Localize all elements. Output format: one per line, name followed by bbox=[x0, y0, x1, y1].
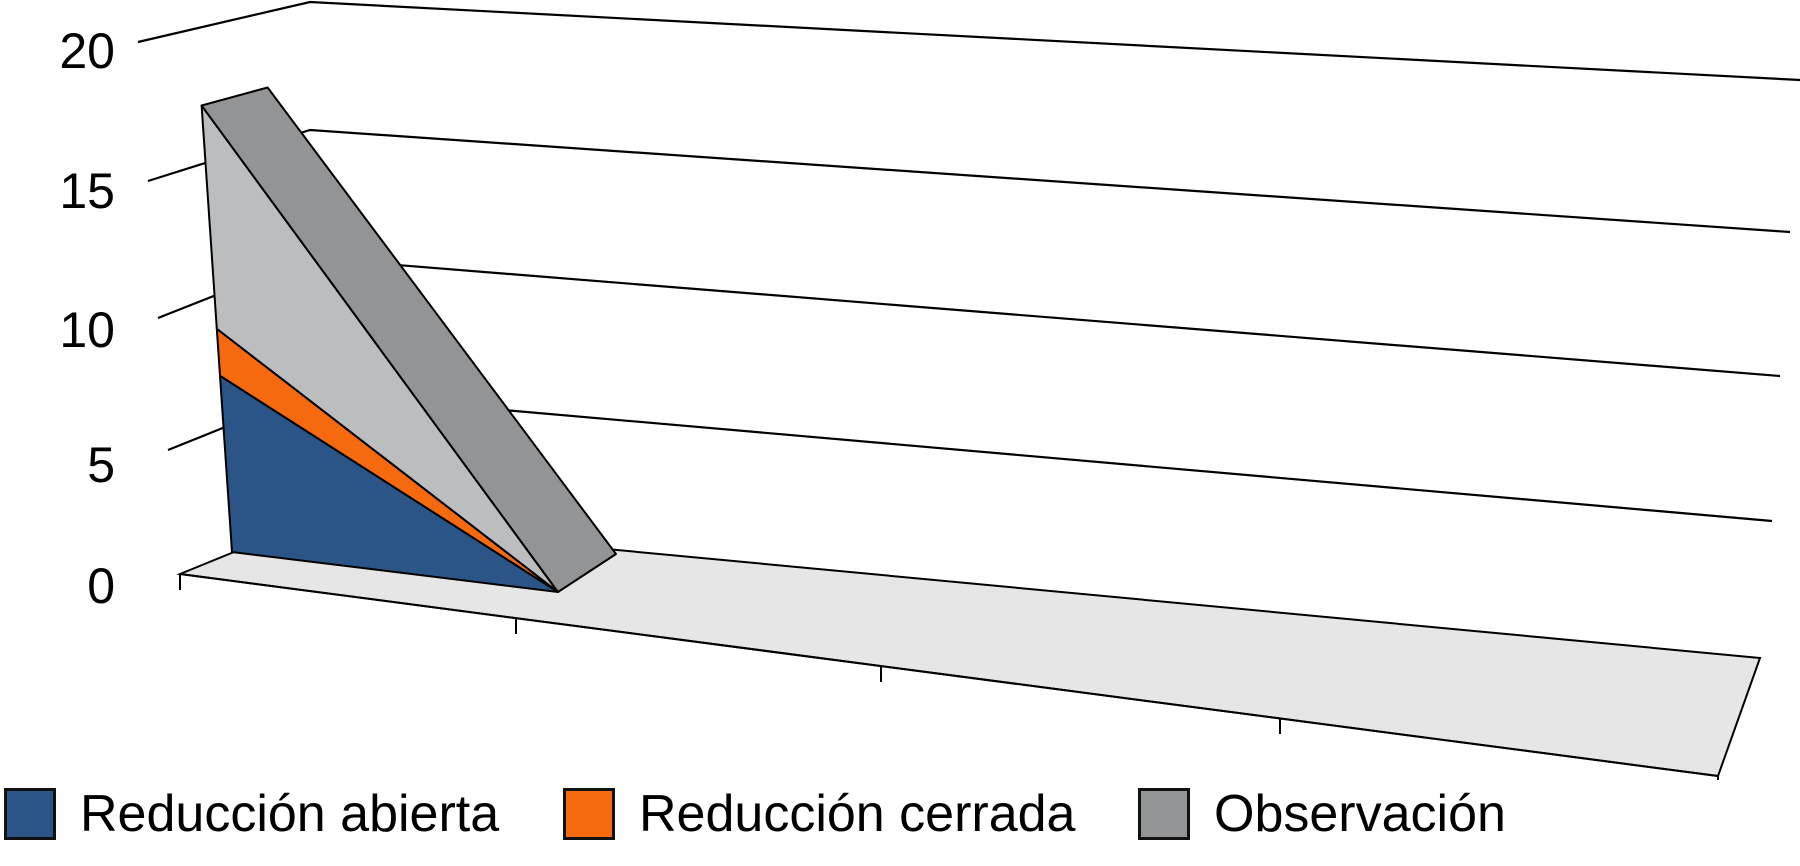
area-chart-3d: 20 15 10 5 0 bbox=[59, 0, 1800, 780]
y-tick-label-10: 10 bbox=[59, 302, 115, 358]
legend-label-reduccion-cerrada: Reducción cerrada bbox=[639, 785, 1076, 843]
series-layer bbox=[200, 86, 617, 593]
y-tick-label-5: 5 bbox=[87, 437, 115, 493]
legend-item-observacion: Observación bbox=[1138, 782, 1506, 846]
y-tick-label-15: 15 bbox=[59, 163, 115, 219]
gridline-0 bbox=[137, 0, 1800, 82]
x-axis bbox=[179, 573, 1719, 780]
area-top-face-observacion bbox=[200, 86, 617, 593]
legend-swatch-observacion bbox=[1138, 788, 1190, 840]
y-axis: 20 15 10 5 0 bbox=[59, 23, 115, 614]
legend-item-reduccion-abierta: Reducción abierta bbox=[4, 782, 499, 846]
legend-swatch-reduccion-abierta bbox=[4, 788, 56, 840]
y-tick-label-20: 20 bbox=[59, 23, 115, 79]
legend-label-reduccion-abierta: Reducción abierta bbox=[80, 785, 500, 843]
legend-swatch-reduccion-cerrada bbox=[563, 788, 615, 840]
legend: Reducción abierta Reducción cerrada Obse… bbox=[0, 782, 1800, 852]
x-axis-line bbox=[179, 573, 1719, 777]
legend-item-reduccion-cerrada: Reducción cerrada bbox=[563, 782, 1075, 846]
legend-label-observacion: Observación bbox=[1214, 785, 1506, 843]
gridline-1 bbox=[147, 128, 1791, 234]
y-tick-label-0: 0 bbox=[87, 558, 115, 614]
